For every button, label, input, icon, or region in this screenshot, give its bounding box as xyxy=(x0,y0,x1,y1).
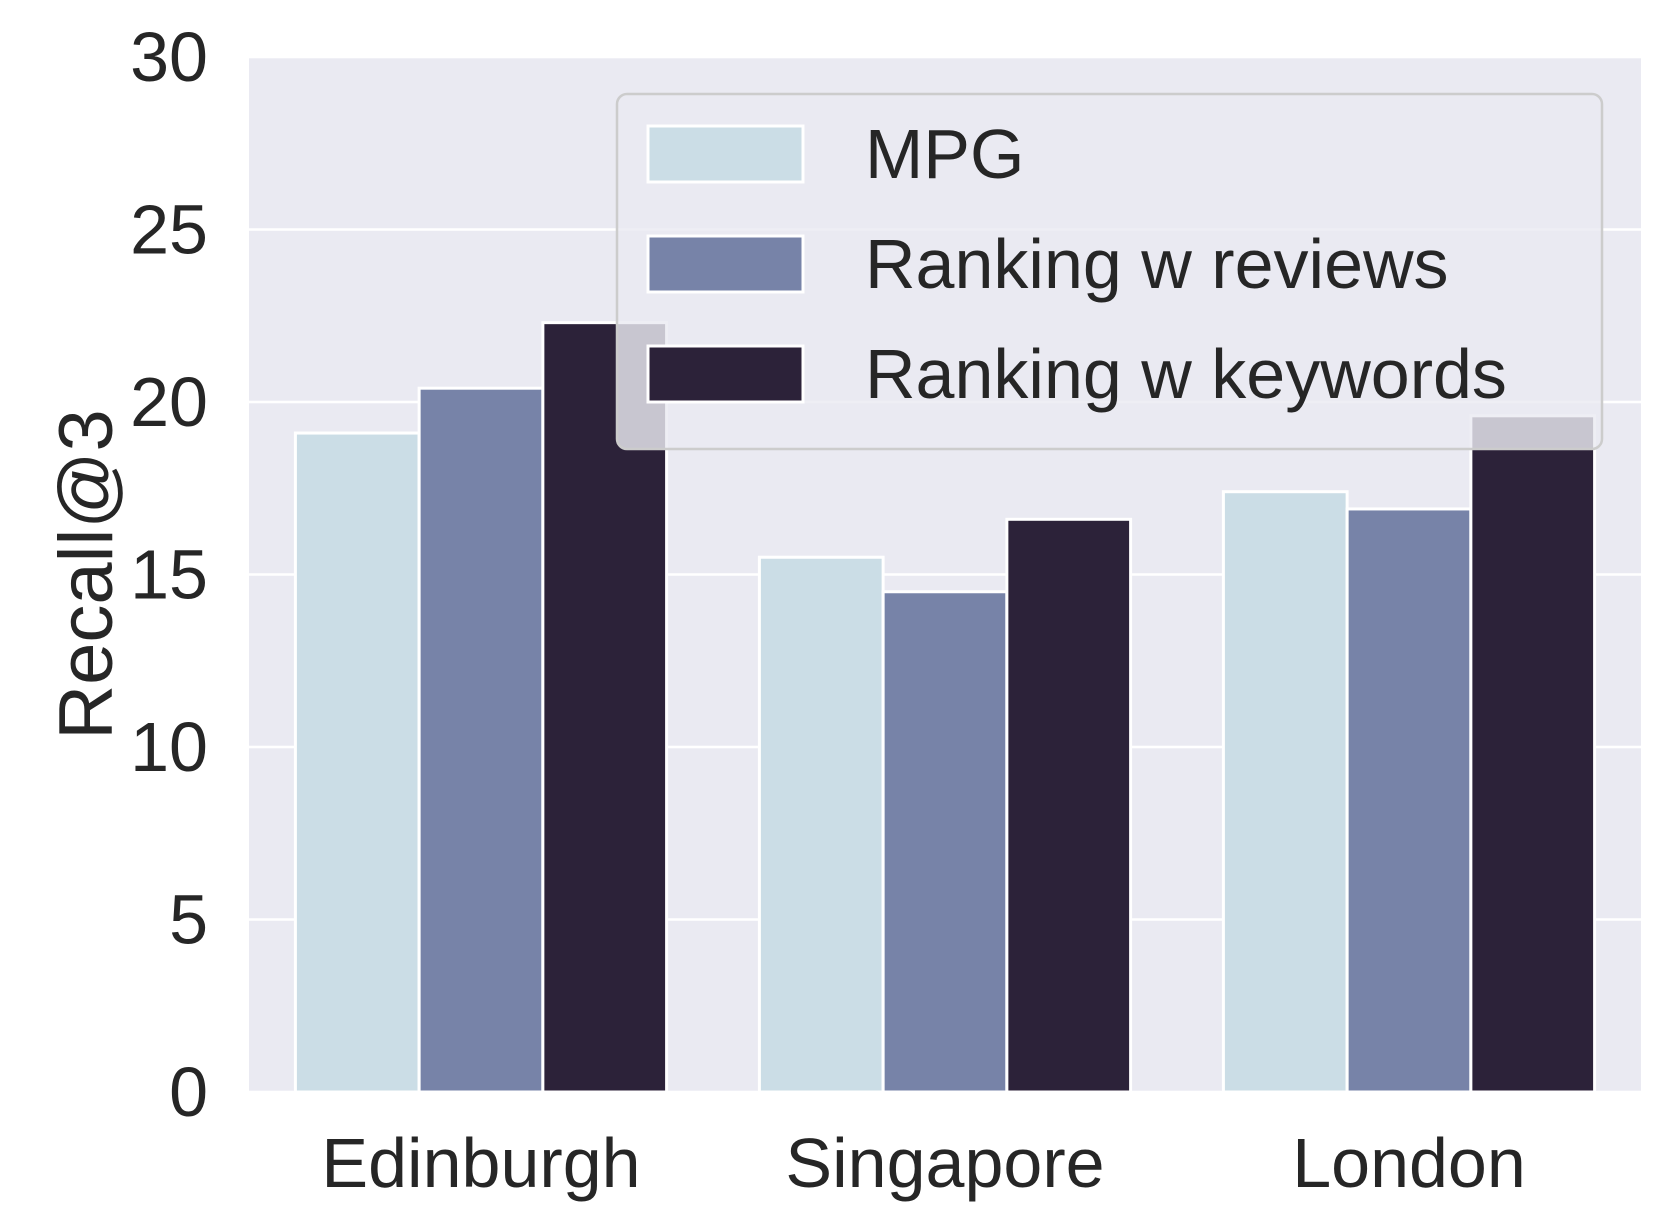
legend-label: Ranking w keywords xyxy=(865,335,1507,413)
x-axis-ticks: Edinburgh Singapore London xyxy=(321,1124,1525,1202)
legend-label: Ranking w reviews xyxy=(865,225,1449,303)
y-tick-label: 20 xyxy=(130,363,208,441)
x-tick-label: Singapore xyxy=(785,1124,1104,1202)
y-tick-label: 15 xyxy=(130,536,208,614)
y-axis-label: Recall@3 xyxy=(44,409,129,740)
bar xyxy=(1005,517,1133,1094)
bar xyxy=(1469,414,1597,1094)
legend-swatch xyxy=(646,234,805,294)
bar xyxy=(1221,490,1349,1094)
legend-swatch xyxy=(646,344,805,404)
legend-box xyxy=(615,92,1604,451)
bar xyxy=(417,386,545,1094)
bar xyxy=(293,431,421,1094)
bar xyxy=(881,590,1009,1094)
legend-label: MPG xyxy=(865,115,1024,193)
y-tick-label: 25 xyxy=(130,191,208,269)
bars xyxy=(293,321,1597,1094)
bar xyxy=(1345,507,1473,1094)
y-tick-label: 5 xyxy=(169,881,208,959)
y-axis-ticks: 0 5 10 15 20 25 30 xyxy=(130,18,208,1131)
x-tick-label: London xyxy=(1292,1124,1526,1202)
legend: MPG Ranking w reviews Ranking w keywords xyxy=(615,92,1604,451)
y-tick-label: 30 xyxy=(130,18,208,96)
x-tick-label: Edinburgh xyxy=(321,1124,640,1202)
bar xyxy=(757,555,885,1094)
y-tick-label: 0 xyxy=(169,1053,208,1131)
y-tick-label: 10 xyxy=(130,708,208,786)
bar xyxy=(541,321,669,1094)
legend-swatch xyxy=(646,124,805,184)
